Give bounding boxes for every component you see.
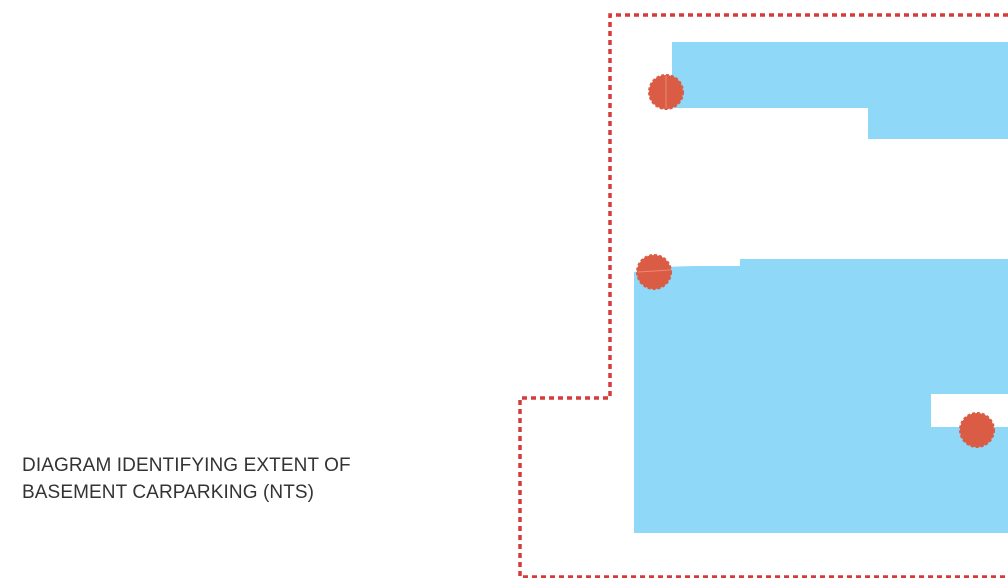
diagram-caption: DIAGRAM IDENTIFYING EXTENT OF BASEMENT C…	[22, 452, 442, 506]
caption-line-1: DIAGRAM IDENTIFYING EXTENT OF	[22, 455, 351, 476]
marker-middle-left	[636, 254, 672, 290]
basement-area-upper	[672, 42, 1008, 139]
caption-line-2: BASEMENT CARPARKING (NTS)	[22, 482, 315, 503]
marker-top-left	[648, 74, 684, 110]
basement-area-lower	[634, 259, 1008, 533]
marker-bottom-right	[959, 412, 995, 448]
